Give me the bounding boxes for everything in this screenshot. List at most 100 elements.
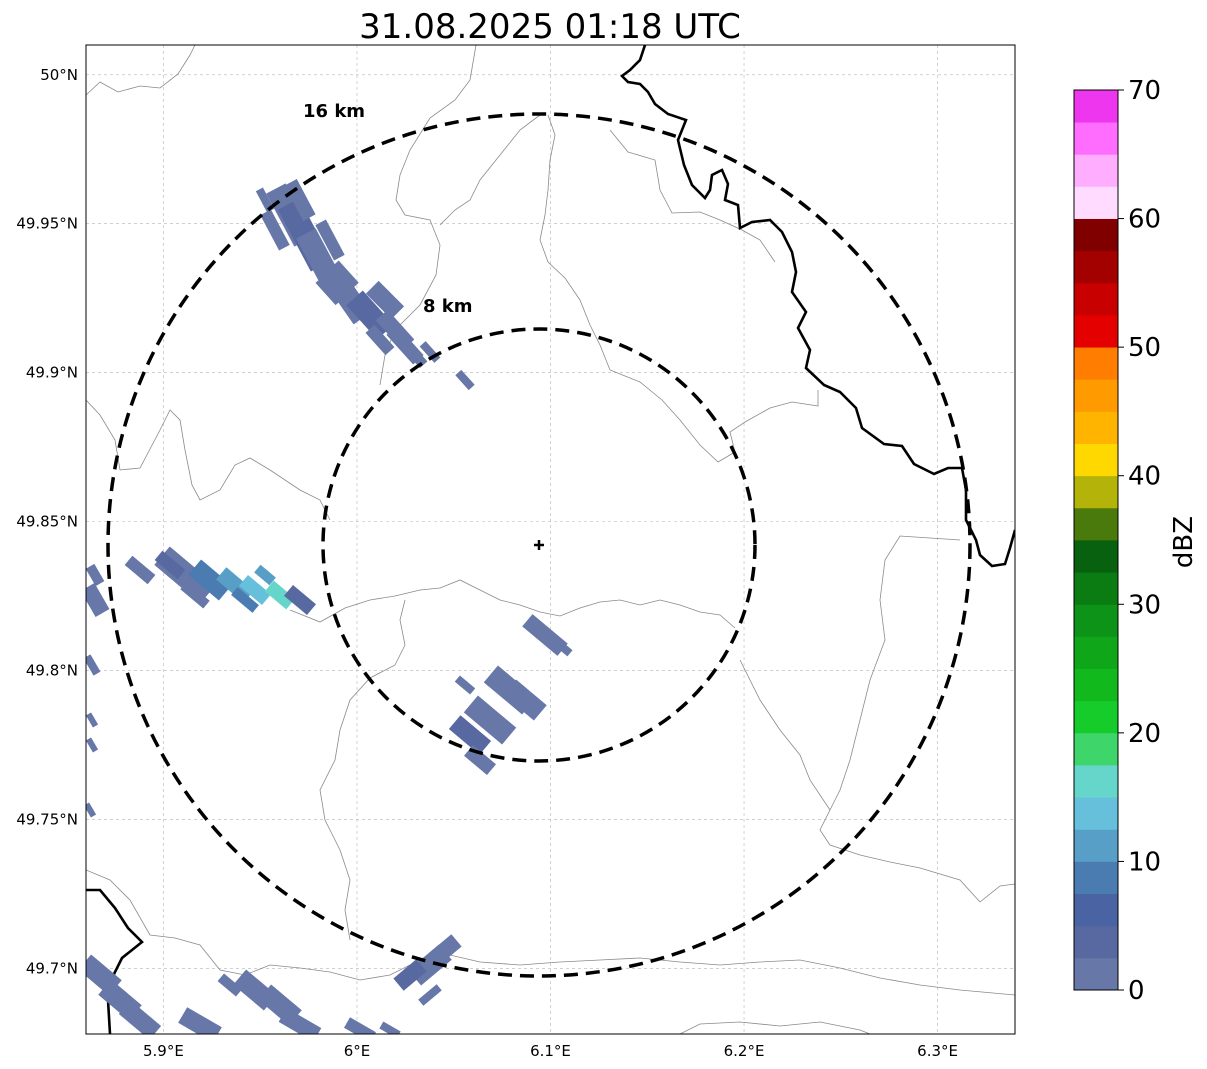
colorbar-segment [1074,636,1118,669]
colorbar-segment [1074,507,1118,541]
boundary-line [289,579,736,629]
longitude-tick-label: 6°E [344,1042,371,1060]
boundary-line [379,45,477,386]
echo-gate [296,228,344,292]
colorbar-label: dBZ [1169,516,1199,568]
echo-gate [428,934,462,966]
colorbar-segment [1074,861,1118,894]
boundary-line [86,399,331,521]
colorbar-segment [1074,732,1118,766]
echo-gate [86,802,97,818]
echo-gate [180,581,210,609]
colorbar-segment [1074,700,1118,734]
colorbar-segment [1074,604,1118,637]
echo-gate [379,1021,401,1034]
latitude-tick-label: 49.9°N [26,364,78,382]
echo-gate [118,1000,162,1034]
echo-gate [284,584,316,616]
echo-gate [239,574,271,606]
colorbar-segment [1074,893,1118,927]
gridlines [86,45,1015,1034]
boundary-line [539,114,819,463]
latitude-tick-label: 49.8°N [26,662,78,680]
echo-gate [278,1008,322,1034]
latitude-tick-label: 50°N [40,66,78,84]
colorbar-segment [1074,540,1118,573]
colorbar-tick-label: 10 [1128,847,1161,877]
map-title: 31.08.2025 01:18 UTC [359,7,741,47]
radar-site-marker [534,540,544,550]
colorbar-tick-label: 60 [1128,205,1161,235]
boundary-line [609,129,776,263]
colorbar-tick-label: 0 [1128,976,1145,1006]
latitude-axis: 50°N 49.95°N 49.9°N 49.85°N 49.8°N 49.75°N 49.… [16,66,78,978]
colorbar-tick-label: 50 [1128,333,1161,363]
map-panel: 16 km 8 km [85,44,1016,1035]
echo-gate [154,550,186,580]
colorbar-segment [1074,186,1118,219]
range-ring-label-8km: 8 km [423,296,473,317]
colorbar-segment [1074,572,1118,605]
echo-gate [503,679,547,721]
latitude-tick-label: 49.75°N [16,811,78,829]
echo-gate [260,209,290,251]
colorbar-segment [1074,765,1118,798]
boundary-line [86,45,196,96]
echo-gate [255,187,275,213]
colorbar-segment [1074,282,1118,316]
longitude-tick-label: 6.2°E [724,1042,765,1060]
longitude-tick-label: 6.3°E [917,1042,958,1060]
colorbar-segment [1074,925,1118,959]
map-frame [85,44,1016,1035]
colorbar-frame [1073,89,1119,991]
colorbar-segment [1074,347,1118,380]
colorbar-tick-label: 30 [1128,590,1161,620]
echo-gate [86,583,110,617]
echo-gate [264,580,296,610]
range-ring-16km [106,112,972,978]
echo-gate [315,219,345,261]
colorbar-segment [1074,829,1118,862]
colorbar-segment [1074,668,1118,702]
latitude-tick-label: 49.7°N [26,959,78,977]
echo-gate [231,587,259,613]
colorbar-segment [1074,315,1118,348]
colorbar-segment [1074,797,1118,830]
range-ring-8km [321,327,757,763]
colorbar-segment [1074,122,1118,155]
latitude-tick-label: 49.95°N [16,215,78,233]
echo-gate [217,973,243,997]
colorbar-segment [1074,443,1118,477]
longitude-axis: 5.9°E 6°E 6.1°E 6.2°E 6.3°E [143,1042,958,1060]
echo-gate [86,563,105,587]
echo-gate [254,564,276,586]
echo-gate [393,959,427,991]
colorbar-segment [1074,250,1118,284]
colorbar-segment [1074,154,1118,187]
boundary-line [739,659,831,811]
echo-gate [86,712,99,728]
echo-gate [463,695,517,745]
colorbar-segment [1074,218,1118,252]
echo-gate [315,274,345,306]
boundary-line [819,535,1015,903]
boundary-line [319,599,406,941]
echo-gate [418,984,442,1006]
colorbar-tick-label: 20 [1128,719,1161,749]
colorbar-segment [1074,379,1118,412]
longitude-tick-label: 5.9°E [143,1042,184,1060]
colorbar-segment [1074,90,1118,123]
echo-gate [365,324,395,356]
colorbar: 0 10 20 30 40 50 60 70 [1073,76,1161,1006]
echo-gate [448,715,492,755]
echo-gate [331,260,359,290]
echo-gate [547,633,573,657]
colorbar-tick-label: 40 [1128,462,1161,492]
echo-gate [454,675,476,695]
echo-gate [402,341,428,369]
boundary-line [439,114,541,226]
echo-gate [344,1017,376,1034]
echo-gate [86,654,101,676]
colorbar-segment [1074,411,1118,444]
echo-gate [365,280,405,320]
